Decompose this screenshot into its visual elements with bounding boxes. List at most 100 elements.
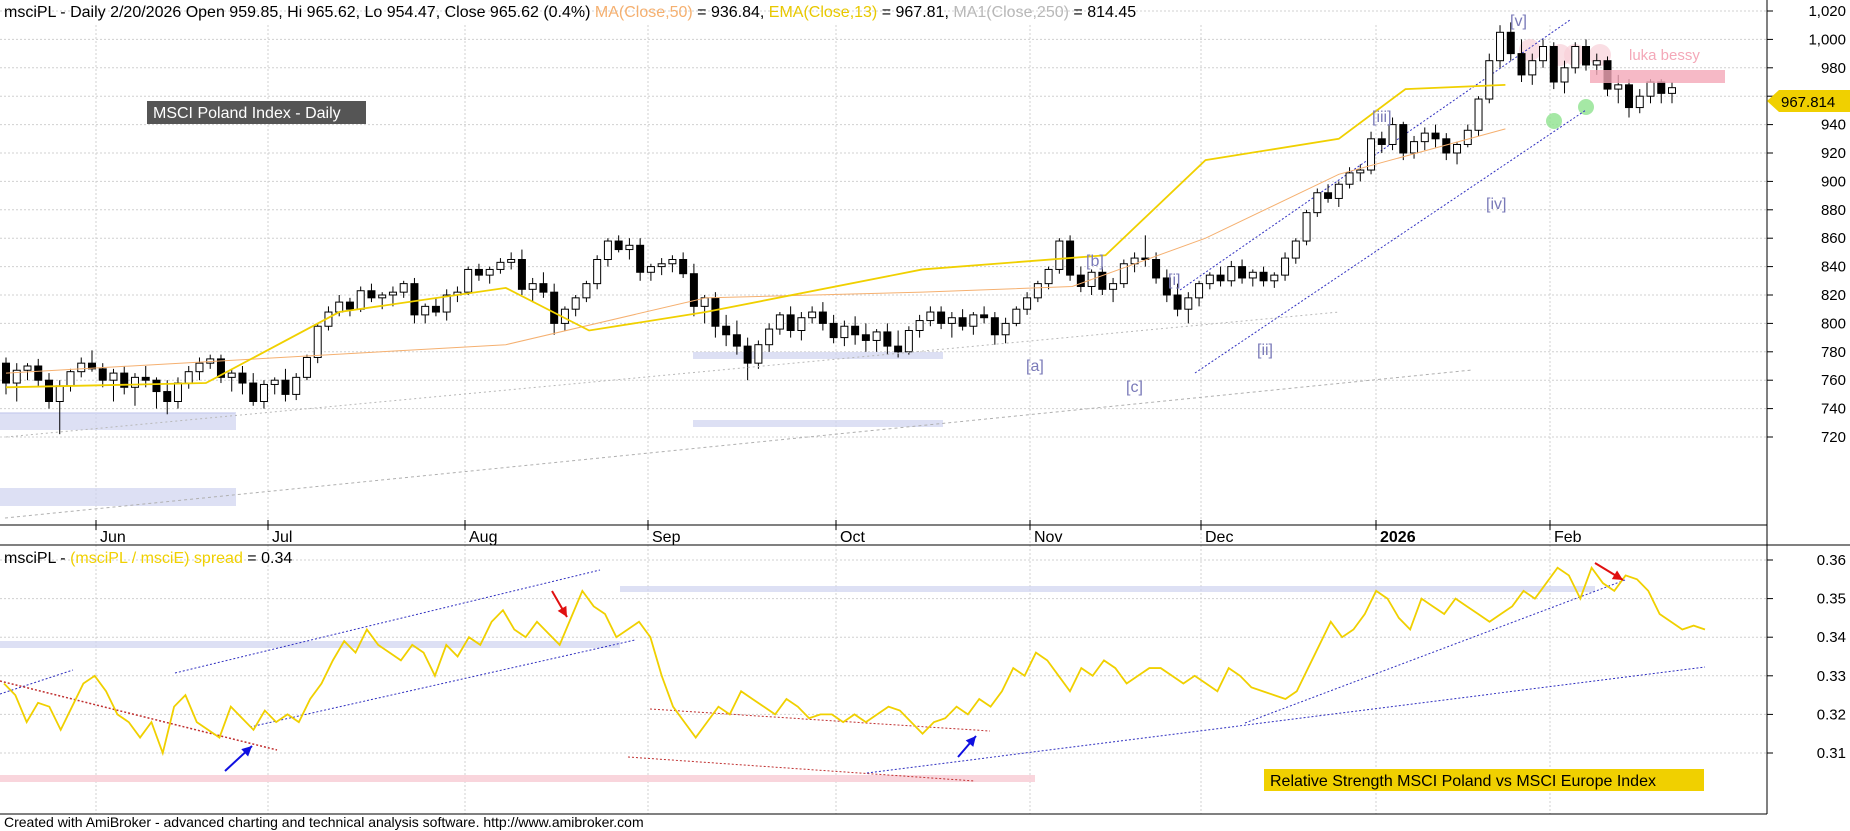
candle-body [614,240,623,251]
candle-body [1625,84,1634,109]
candle-body [410,283,419,316]
candle-body [77,362,86,373]
y-tick-label: 760 [1821,372,1846,389]
candle-body [1410,141,1419,154]
candle-body [1517,53,1526,76]
pivot-marker-circle [1578,99,1594,115]
month-label: Feb [1554,529,1582,546]
candle-body [1334,183,1343,199]
month-label: Nov [1034,529,1062,546]
header-ema13-value: = 967.81, [877,4,949,21]
gridlines [0,10,1767,814]
candle-body [345,301,354,310]
candle-body [1033,283,1042,299]
candle-body [152,379,161,393]
lower-downtrend [0,680,278,751]
wave-label: [b] [1086,253,1104,270]
candle-body [98,368,107,381]
candle-body [1571,46,1580,69]
candle-body [281,379,290,395]
candle-body [1076,274,1085,287]
candle-body [1399,124,1408,154]
y-tick-label: 880 [1821,202,1846,219]
candle-body [904,330,913,353]
candle-body [421,305,430,316]
candle-body [1592,60,1601,66]
candle-body [722,325,731,336]
y-tick-label: 1,000 [1808,31,1846,48]
title-box: MSCI Poland Index - Daily [153,105,341,122]
candle-body [44,379,53,403]
candle-body [1463,129,1472,145]
candle-body [657,263,666,268]
candle-body [302,356,311,378]
channel-lower [1194,109,1587,374]
lower-y-axis: 0.36 0.35 0.34 0.33 0.32 0.31 [1767,552,1846,762]
candle-body [496,261,505,270]
wave-label: [c] [1126,379,1143,396]
gap-zone [1590,70,1725,83]
candle-body [66,371,75,387]
lower-falling-channel-bottom [627,756,976,782]
candle-body [1560,67,1569,83]
last-price-badge: 967.814 [1781,94,1835,111]
candle-body [1302,212,1311,242]
lower-indicator-name: (msciPL / msciE) spread [70,550,243,567]
candle-body [388,291,397,296]
ma-line [5,311,1339,438]
candle-body [474,268,483,276]
y-tick-label: 900 [1821,173,1846,190]
candle-body [668,259,677,265]
candle-body [1668,87,1676,94]
support-zone-edge [0,413,235,414]
candle-body [292,376,301,395]
candle-body [775,314,784,330]
candle-body [786,314,795,332]
lower-prefix: msciPL - [4,550,70,567]
candle-body [1238,266,1247,279]
candle-body [947,317,956,324]
candle-body [743,345,752,364]
candle-body [1195,283,1204,299]
y-tick-label: 780 [1821,344,1846,361]
candle-body [130,376,139,388]
candle-body [335,301,344,313]
lower-indicator-value: = 0.34 [243,550,292,567]
candle-body [87,362,96,370]
y-tick-label: 980 [1821,60,1846,77]
candle-body [431,305,440,313]
month-label: Jun [100,529,126,546]
candle-body [593,259,602,285]
ma-line [5,128,1506,374]
candle-body [464,268,473,293]
y-tick-label: 1,020 [1808,3,1846,20]
candle-body [399,283,408,293]
wave-label: [iii] [1372,109,1392,126]
candle-body [1356,169,1365,174]
candle-body [883,331,892,347]
candle-body [1614,84,1623,90]
candle-body [1582,46,1591,66]
lower-resistance-zone [0,641,620,648]
footer-credit: Created with AmiBroker - advanced charti… [4,814,644,830]
candle-body [797,317,806,332]
candle-body [1270,274,1279,282]
candle-body [1023,297,1032,310]
y-tick-label: 860 [1821,230,1846,247]
month-label: Oct [840,529,865,546]
candle-body [990,317,999,336]
wave-label: [ii] [1257,342,1273,359]
candle-body [1496,31,1505,62]
candle-body [980,314,989,319]
candle-body [636,244,645,273]
candle-body [1657,81,1666,94]
lower-long-support [866,666,1706,774]
candle-body [1291,240,1300,259]
lower-channel-top [174,569,601,674]
support-zone-lower [0,488,236,506]
header-symbol: msciPL - Daily 2/20/2026 Open 959.85, Hi… [4,4,590,21]
lower-y-tick-label: 0.33 [1817,668,1846,685]
candle-body [571,297,580,310]
y-tick-label: 940 [1821,117,1846,134]
